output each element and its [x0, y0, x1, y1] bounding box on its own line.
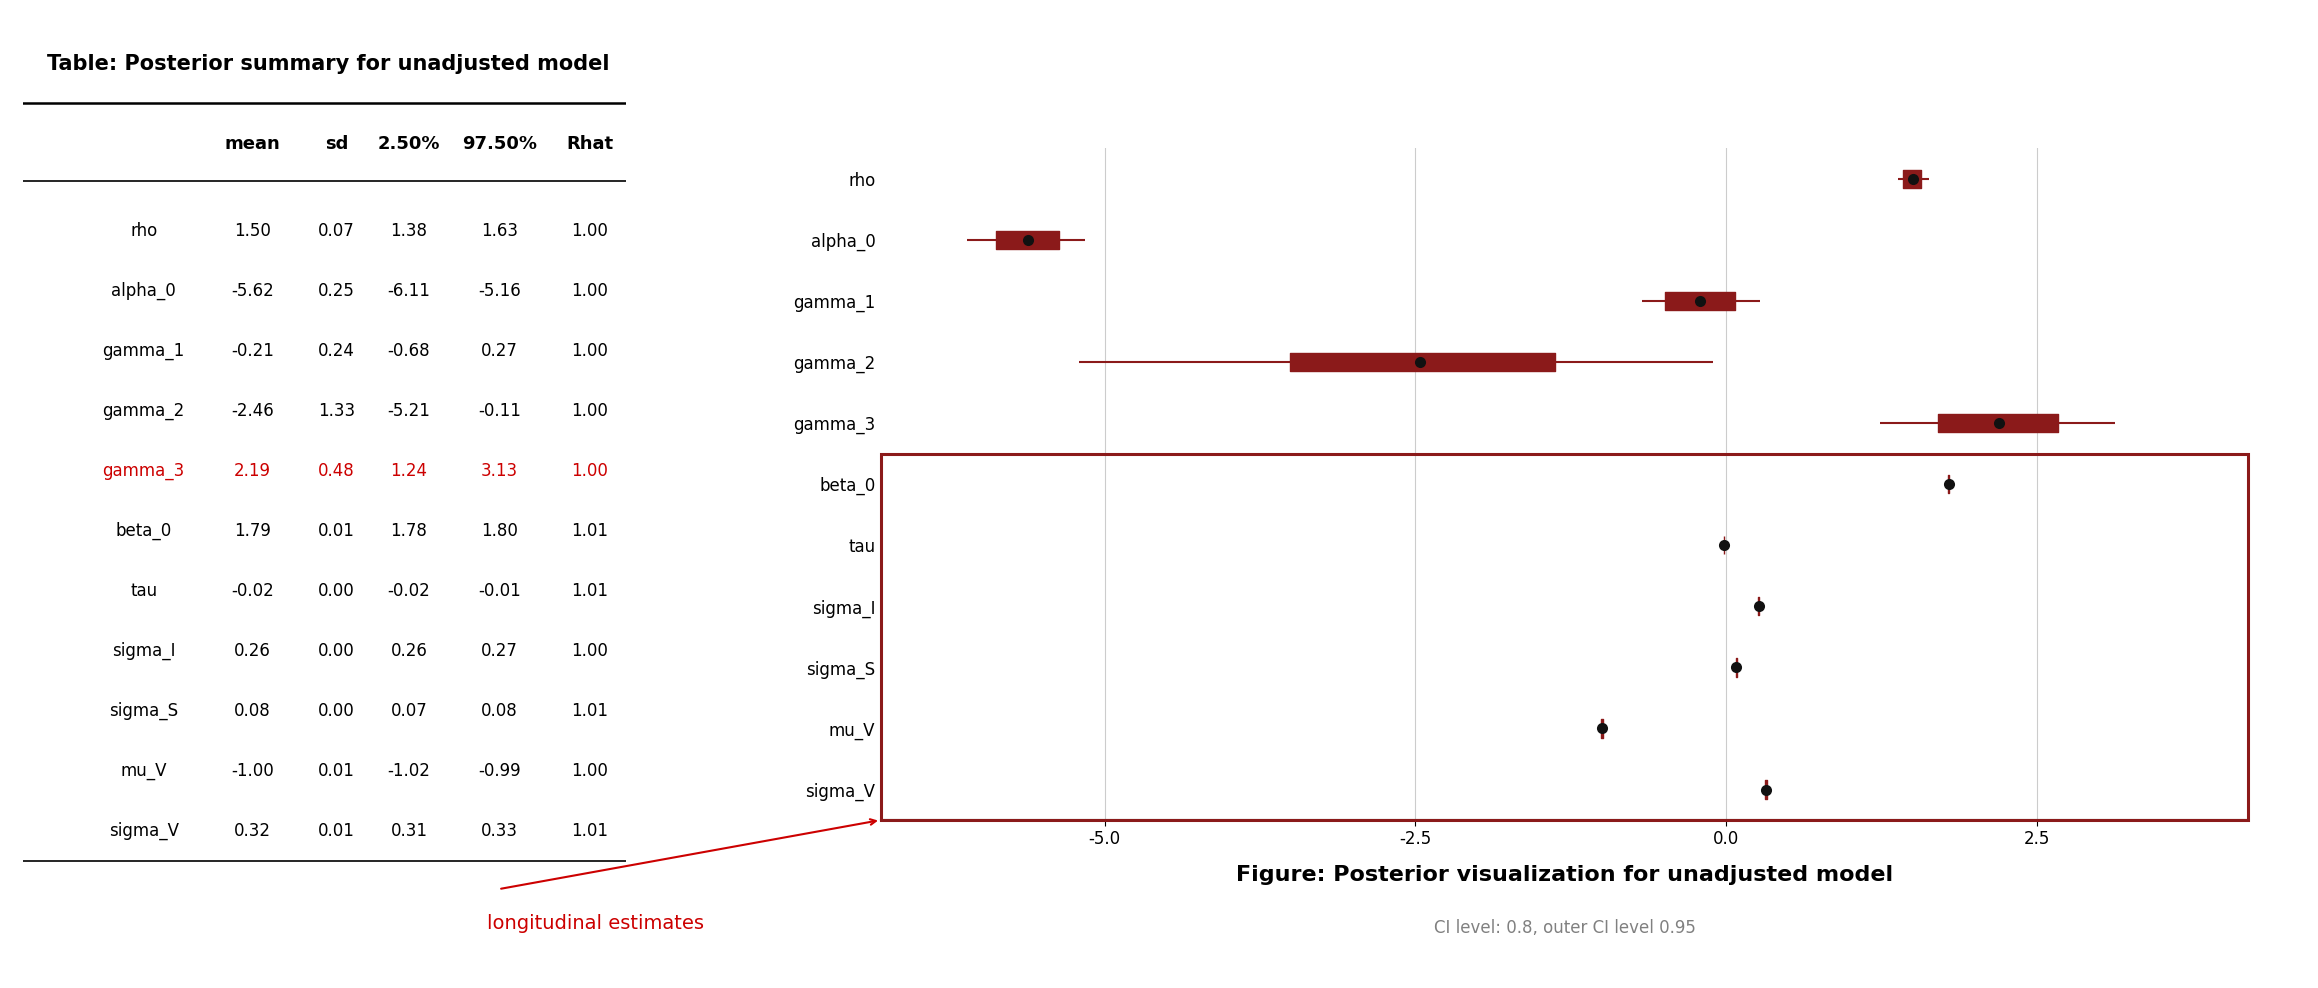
Text: -5.62: -5.62: [232, 283, 274, 300]
Text: -0.01: -0.01: [478, 582, 522, 600]
Text: 0.26: 0.26: [389, 642, 427, 660]
Text: -6.11: -6.11: [387, 283, 431, 300]
Text: 0.01: 0.01: [318, 523, 355, 540]
Text: 3.13: 3.13: [480, 462, 517, 480]
Text: 1.00: 1.00: [570, 283, 607, 300]
Text: 2.50%: 2.50%: [378, 134, 440, 153]
Text: -1.00: -1.00: [232, 762, 274, 781]
Text: 0.07: 0.07: [318, 222, 355, 240]
Text: 0.07: 0.07: [389, 702, 427, 720]
Text: sigma_I: sigma_I: [111, 642, 176, 660]
Text: sigma_S: sigma_S: [109, 702, 178, 720]
Text: 97.50%: 97.50%: [461, 134, 538, 153]
Text: -0.21: -0.21: [232, 342, 274, 361]
Text: Table: Posterior summary for unadjusted model: Table: Posterior summary for unadjusted …: [46, 53, 610, 73]
Text: -0.02: -0.02: [387, 582, 431, 600]
Text: alpha_0: alpha_0: [111, 282, 176, 300]
Text: 0.00: 0.00: [318, 642, 355, 660]
Text: mu_V: mu_V: [121, 762, 167, 781]
Text: 0.24: 0.24: [318, 342, 355, 361]
Text: 0.00: 0.00: [318, 582, 355, 600]
Text: 0.08: 0.08: [234, 702, 271, 720]
Text: Figure: Posterior visualization for unadjusted model: Figure: Posterior visualization for unad…: [1235, 864, 1894, 884]
Text: 0.48: 0.48: [318, 462, 355, 480]
Text: 0.26: 0.26: [234, 642, 271, 660]
Text: -5.16: -5.16: [478, 283, 522, 300]
Text: 0.27: 0.27: [480, 642, 517, 660]
Text: -0.02: -0.02: [232, 582, 274, 600]
Text: sd: sd: [325, 134, 348, 153]
Text: 1.80: 1.80: [480, 523, 517, 540]
Text: 1.00: 1.00: [570, 462, 607, 480]
Text: 1.01: 1.01: [570, 523, 607, 540]
Text: 0.33: 0.33: [480, 822, 517, 840]
Text: 1.01: 1.01: [570, 582, 607, 600]
Text: -0.11: -0.11: [478, 402, 522, 420]
Text: tau: tau: [130, 582, 158, 600]
Text: 1.79: 1.79: [234, 523, 271, 540]
Text: gamma_2: gamma_2: [102, 402, 185, 420]
Text: 1.01: 1.01: [570, 822, 607, 840]
Text: 0.25: 0.25: [318, 283, 355, 300]
Text: 1.00: 1.00: [570, 342, 607, 361]
Text: 0.08: 0.08: [480, 702, 517, 720]
Text: 0.00: 0.00: [318, 702, 355, 720]
Text: beta_0: beta_0: [116, 522, 172, 540]
Text: -2.46: -2.46: [232, 402, 274, 420]
Text: rho: rho: [130, 222, 158, 240]
Text: -5.21: -5.21: [387, 402, 431, 420]
Text: mean: mean: [225, 134, 280, 153]
Text: 1.50: 1.50: [234, 222, 271, 240]
Text: 0.32: 0.32: [234, 822, 271, 840]
Text: 1.00: 1.00: [570, 222, 607, 240]
Text: 1.24: 1.24: [389, 462, 427, 480]
Text: -0.99: -0.99: [478, 762, 522, 781]
Text: 1.78: 1.78: [389, 523, 427, 540]
Text: 0.27: 0.27: [480, 342, 517, 361]
Text: -0.68: -0.68: [387, 342, 431, 361]
Text: 0.31: 0.31: [389, 822, 427, 840]
Text: CI level: 0.8, outer CI level 0.95: CI level: 0.8, outer CI level 0.95: [1435, 919, 1694, 937]
Text: sigma_V: sigma_V: [109, 822, 178, 841]
Text: -1.02: -1.02: [387, 762, 431, 781]
Text: 1.00: 1.00: [570, 642, 607, 660]
Text: longitudinal estimates: longitudinal estimates: [487, 914, 705, 933]
Text: 1.01: 1.01: [570, 702, 607, 720]
Text: 1.00: 1.00: [570, 402, 607, 420]
Text: 1.00: 1.00: [570, 762, 607, 781]
Bar: [881, 453, 2248, 820]
Text: gamma_3: gamma_3: [102, 462, 185, 480]
Text: Rhat: Rhat: [566, 134, 614, 153]
Text: 1.38: 1.38: [389, 222, 427, 240]
Text: 1.33: 1.33: [318, 402, 355, 420]
Text: 1.63: 1.63: [480, 222, 517, 240]
Text: 2.19: 2.19: [234, 462, 271, 480]
Text: gamma_1: gamma_1: [102, 342, 185, 361]
Text: 0.01: 0.01: [318, 822, 355, 840]
Text: 0.01: 0.01: [318, 762, 355, 781]
